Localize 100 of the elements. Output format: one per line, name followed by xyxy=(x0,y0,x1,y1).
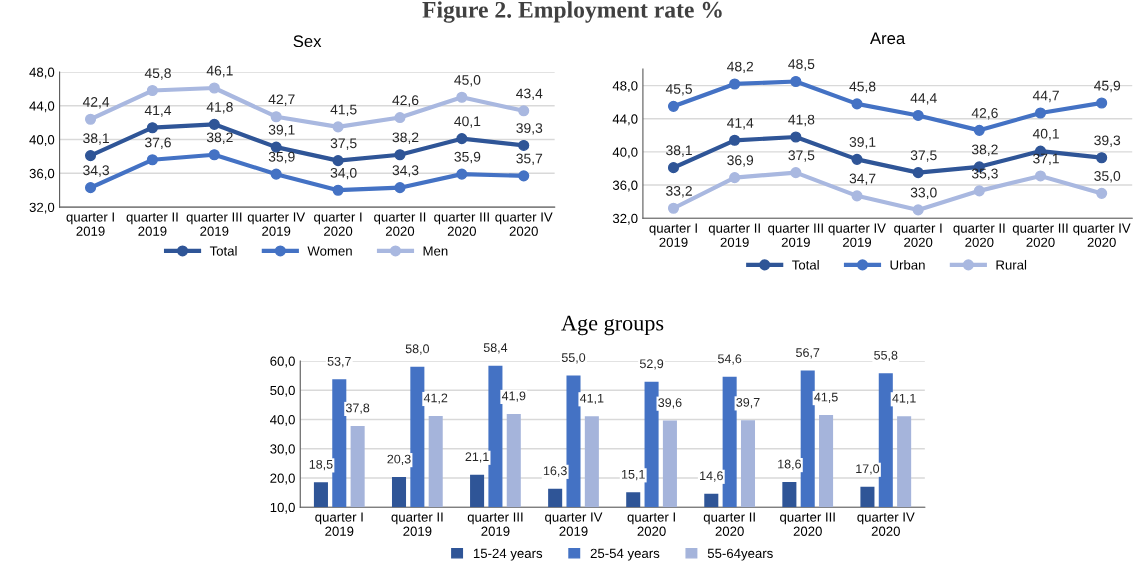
point xyxy=(1096,97,1108,109)
x-tick-label: quarter IV 2020 xyxy=(495,212,553,236)
data-label: 40,1 xyxy=(1032,128,1059,141)
legend-label: Rural xyxy=(996,259,1027,270)
data-label: 41,1 xyxy=(892,393,916,405)
data-label: 41,5 xyxy=(814,392,838,403)
point xyxy=(84,182,97,194)
data-label: 54,6 xyxy=(717,354,742,365)
data-label: 45,9 xyxy=(1094,80,1121,93)
data-label: 42,4 xyxy=(82,96,110,109)
data-label: 38,2 xyxy=(971,144,998,156)
data-label: 35,9 xyxy=(268,151,295,164)
point xyxy=(84,150,97,162)
data-label: 56,7 xyxy=(796,348,820,359)
point xyxy=(729,134,741,146)
y-tick-label: 44,0 xyxy=(29,101,55,113)
point xyxy=(667,100,680,112)
data-label: 15,1 xyxy=(622,469,645,481)
chart-title: Sex xyxy=(293,35,322,48)
data-label: 39,6 xyxy=(658,398,682,409)
data-label: 52,9 xyxy=(639,359,664,370)
x-tick-label: quarter III 2019 xyxy=(467,512,523,536)
chart-title: Area xyxy=(870,32,906,45)
data-label: 41,1 xyxy=(579,393,604,405)
legend-label: Urban xyxy=(890,259,925,270)
data-label: 38,1 xyxy=(666,145,692,157)
data-label: 37,5 xyxy=(910,150,937,162)
point xyxy=(729,78,741,90)
data-label: 35,7 xyxy=(516,153,543,166)
data-label: 55,0 xyxy=(561,353,586,364)
data-label: 40,1 xyxy=(454,116,481,128)
data-label: 41,8 xyxy=(206,102,233,114)
data-label: 34,3 xyxy=(392,165,419,177)
data-label: 18,5 xyxy=(309,459,333,471)
point xyxy=(1034,107,1047,119)
y-tick-label: 50,0 xyxy=(270,385,295,397)
data-label: 58,0 xyxy=(405,344,430,355)
data-label: 33,0 xyxy=(910,187,937,200)
point xyxy=(667,202,680,214)
point xyxy=(456,91,468,103)
data-label: 38,2 xyxy=(206,132,233,144)
point xyxy=(518,105,530,117)
data-label: 35,9 xyxy=(454,151,481,164)
x-tick-label: quarter III 2019 xyxy=(186,212,242,236)
x-tick-label: quarter I 2019 xyxy=(649,223,697,247)
x-tick-label: quarter IV 2019 xyxy=(545,512,603,536)
point xyxy=(332,184,344,196)
data-label: 17,0 xyxy=(856,464,880,475)
legend-label: 25-54 years xyxy=(590,548,660,561)
point xyxy=(270,168,282,180)
point xyxy=(208,118,220,130)
x-tick-label: quarter II 2020 xyxy=(703,512,755,536)
point xyxy=(973,124,985,136)
point xyxy=(270,111,282,123)
data-label: 35,3 xyxy=(971,168,998,181)
legend-label: Total xyxy=(209,245,237,256)
data-label: 39,7 xyxy=(736,397,760,409)
y-tick-label: 30,0 xyxy=(270,444,295,456)
data-label: 48,5 xyxy=(788,59,815,71)
point xyxy=(146,84,158,97)
data-label: 42,7 xyxy=(268,94,295,106)
chart-title: Age groups xyxy=(561,315,664,336)
legend-label: 15-24 years xyxy=(473,548,543,561)
x-tick-label: quarter IV 2019 xyxy=(247,212,306,236)
data-label: 55,8 xyxy=(874,350,898,362)
caption: Figure 2. Employment rate % xyxy=(422,1,722,23)
data-label: 41,8 xyxy=(788,114,815,127)
data-label: 41,4 xyxy=(144,105,172,117)
legend-label: 55-64years xyxy=(707,548,773,561)
data-label: 16,3 xyxy=(543,466,567,477)
data-label: 39,3 xyxy=(1094,135,1121,147)
data-label: 34,0 xyxy=(330,167,357,180)
data-label: 46,1 xyxy=(206,65,233,78)
x-tick-label: quarter II 2019 xyxy=(708,223,760,247)
point xyxy=(332,121,344,133)
x-tick-label: quarter III 2020 xyxy=(434,212,489,236)
x-tick-label: quarter II 2020 xyxy=(953,223,1005,247)
point xyxy=(518,139,530,151)
data-label: 33,2 xyxy=(666,185,692,198)
point xyxy=(394,149,406,161)
data-label: 41,2 xyxy=(423,393,448,404)
point xyxy=(851,98,863,110)
point xyxy=(1034,170,1047,182)
data-label: 45,5 xyxy=(665,84,692,96)
x-tick-label: quarter II 2019 xyxy=(126,212,178,236)
point xyxy=(790,75,802,88)
data-label: 34,7 xyxy=(849,173,876,185)
x-tick-label: quarter I 2020 xyxy=(627,512,675,536)
y-tick-label: 60,0 xyxy=(270,356,295,368)
point xyxy=(456,168,468,180)
point xyxy=(208,149,220,161)
legend-label: Women xyxy=(307,246,352,256)
point xyxy=(729,172,741,184)
y-tick-label: 36,0 xyxy=(29,168,55,180)
point xyxy=(790,167,802,179)
data-label: 42,6 xyxy=(392,95,419,107)
point xyxy=(208,82,220,94)
point xyxy=(973,185,985,197)
point xyxy=(518,170,530,182)
data-label: 37,5 xyxy=(788,150,815,162)
